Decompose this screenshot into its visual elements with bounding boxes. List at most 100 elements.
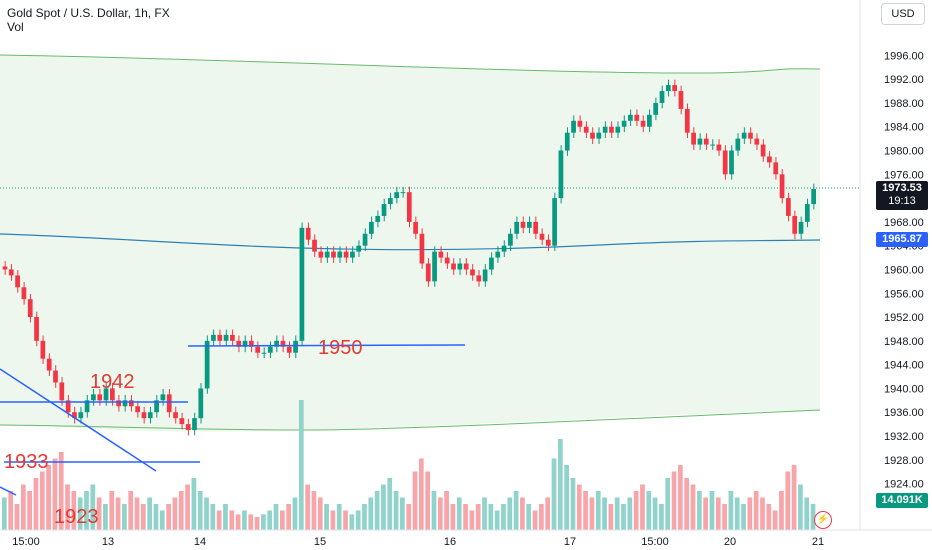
level-annotation: 1950 xyxy=(318,337,363,359)
candle-body xyxy=(78,412,84,419)
volume-bar xyxy=(103,504,108,530)
candle xyxy=(27,293,33,323)
candle-body xyxy=(116,400,122,407)
volume-bar xyxy=(602,497,607,530)
candle-body xyxy=(110,388,115,401)
candle xyxy=(312,234,317,257)
volume-bar xyxy=(482,497,487,530)
candle xyxy=(400,186,406,198)
volume-bar xyxy=(90,484,96,530)
candle-body xyxy=(741,132,747,139)
candle-body xyxy=(122,400,128,407)
candle xyxy=(280,335,286,353)
candle xyxy=(425,258,431,287)
candle-body xyxy=(463,263,469,270)
candle xyxy=(413,216,418,240)
candle xyxy=(514,216,520,240)
volume-bar xyxy=(393,491,399,530)
candle-body xyxy=(767,156,772,163)
candle xyxy=(640,115,646,133)
candle-body xyxy=(406,192,412,222)
price-tick-label: 1956.00 xyxy=(884,288,924,300)
time-tick-label: 15:00 xyxy=(12,536,40,548)
volume-bar xyxy=(728,491,734,530)
volume-bar xyxy=(766,504,772,530)
volume-bar xyxy=(595,491,601,530)
volume-bar xyxy=(355,510,361,530)
candle xyxy=(242,335,248,353)
volume-bar xyxy=(488,504,494,530)
candle-body xyxy=(754,138,760,145)
candle xyxy=(369,216,374,240)
symbol-title[interactable]: Gold Spot / U.S. Dollar, 1h, FX xyxy=(7,6,170,20)
candle-body xyxy=(261,352,267,354)
candle-body xyxy=(204,340,210,389)
volume-bar xyxy=(2,497,7,530)
volume-bar xyxy=(640,484,645,530)
volume-bar xyxy=(248,514,254,530)
volume-bar xyxy=(286,504,292,530)
volume-bar xyxy=(261,514,266,530)
candle-body xyxy=(211,334,216,341)
volume-bar xyxy=(273,504,279,530)
candle-body xyxy=(684,108,690,133)
candle-body xyxy=(425,263,431,282)
volume-bar xyxy=(589,497,595,530)
volume-bar xyxy=(450,504,456,530)
volume-bar xyxy=(387,478,393,530)
candle xyxy=(653,97,659,121)
currency-button[interactable]: USD xyxy=(881,3,925,25)
candle-body xyxy=(748,132,753,139)
flash-icon[interactable]: ⚡ xyxy=(814,511,832,529)
candle-body xyxy=(640,120,646,127)
candle-body xyxy=(773,162,779,175)
volume-bar xyxy=(412,471,418,530)
volume-indicator-label[interactable]: Vol xyxy=(7,20,24,34)
volume-bar xyxy=(804,497,810,530)
volume-bar xyxy=(298,400,304,530)
candle-body xyxy=(659,91,665,103)
candle-body xyxy=(299,227,305,341)
candle-body xyxy=(34,317,39,341)
candle xyxy=(305,222,311,246)
candle-body xyxy=(571,120,576,133)
volume-bar xyxy=(96,497,102,530)
candle-body xyxy=(198,388,204,419)
level-annotation: 1942 xyxy=(90,371,135,393)
candle-body xyxy=(223,334,229,341)
envelope-lower-line xyxy=(0,409,821,431)
candle xyxy=(286,341,292,359)
volume-bar xyxy=(197,491,203,530)
current-price-tag: 1973.53 19:13 xyxy=(876,181,928,210)
candle xyxy=(406,186,412,228)
candle xyxy=(299,222,305,347)
candle xyxy=(223,329,229,347)
price-tick-label: 1952.00 xyxy=(884,312,924,324)
volume-bar xyxy=(576,484,582,530)
candle-body xyxy=(350,251,355,258)
candle xyxy=(211,329,216,347)
volume-bar xyxy=(229,510,235,530)
candle xyxy=(533,216,539,240)
candle-body xyxy=(716,144,722,151)
candle xyxy=(722,145,728,180)
volume-bar xyxy=(444,491,449,530)
volume-bar xyxy=(368,497,374,530)
candle xyxy=(21,281,27,305)
candle-body xyxy=(91,394,96,401)
candle xyxy=(72,406,77,424)
candle xyxy=(457,258,463,275)
average-line-price-tag: 1965.87 xyxy=(876,232,928,247)
volume-bar xyxy=(109,491,115,530)
volume-bar xyxy=(437,497,443,530)
candle-body xyxy=(324,251,330,258)
candle xyxy=(615,121,621,139)
candle xyxy=(8,264,14,281)
candle-body xyxy=(97,394,103,401)
volume-bar xyxy=(747,497,753,530)
candle xyxy=(53,365,58,388)
volume-bar xyxy=(52,458,58,530)
volume-bar xyxy=(722,504,727,530)
candle-body xyxy=(312,239,317,252)
